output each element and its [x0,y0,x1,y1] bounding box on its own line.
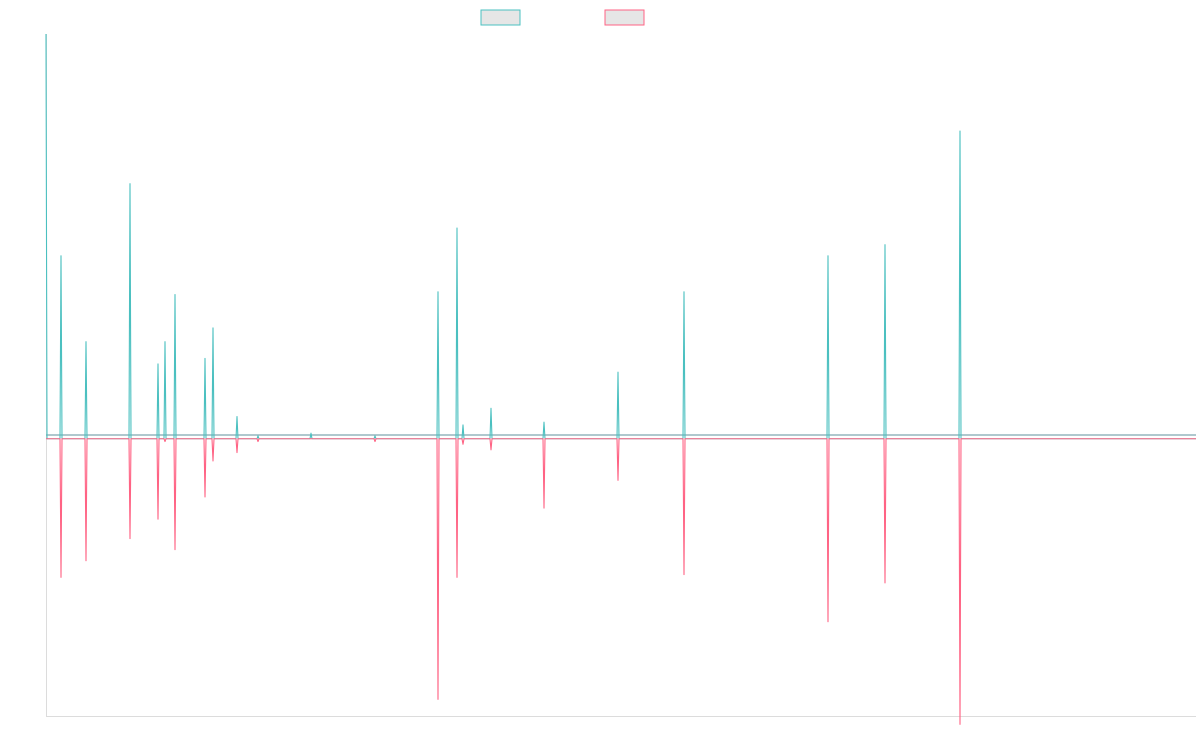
series-line-1 [45,33,1196,440]
series-layer [45,33,1196,725]
legend-swatch-1[interactable] [480,9,521,26]
legend-swatch-2[interactable] [604,9,645,26]
legend [480,9,645,26]
series-line-2 [46,438,1196,725]
